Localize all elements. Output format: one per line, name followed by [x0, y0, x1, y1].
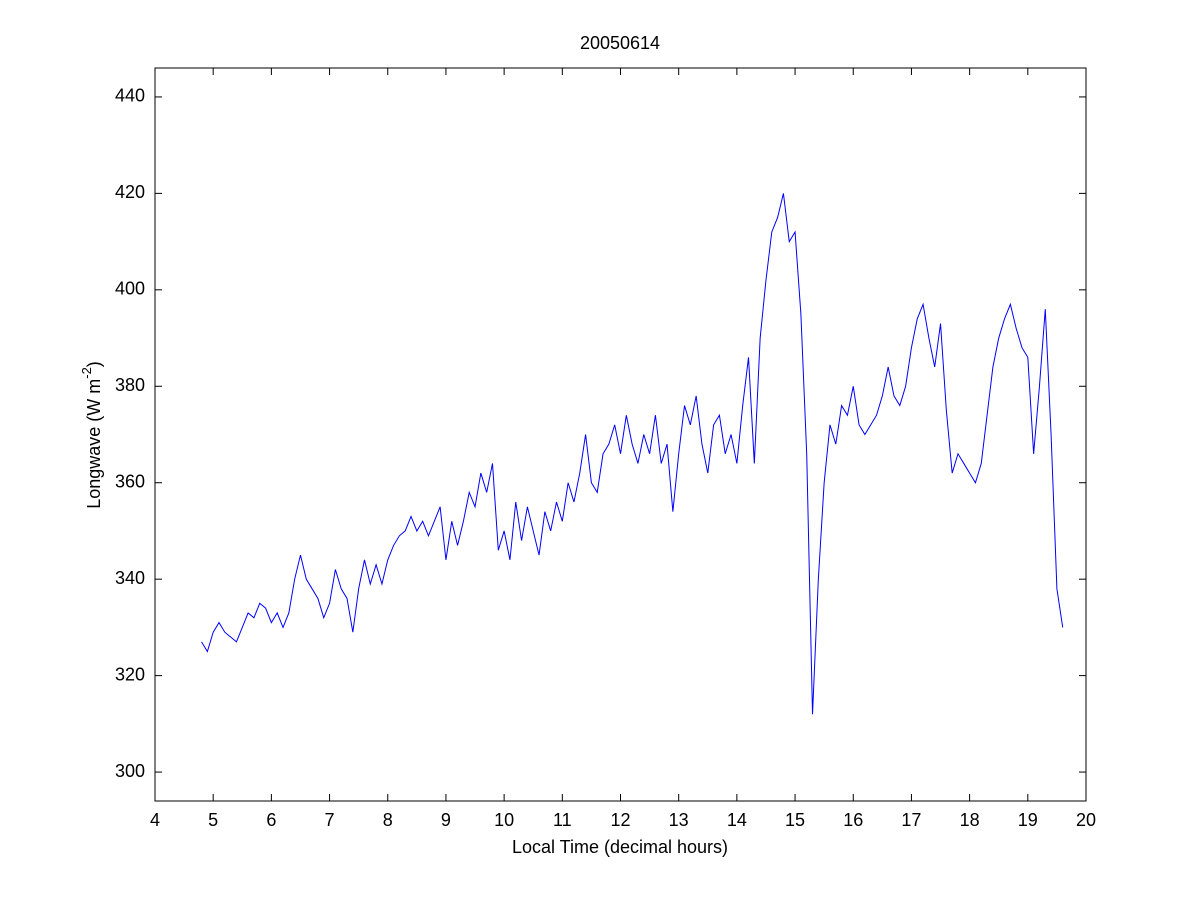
y-tick-label: 400: [115, 279, 145, 299]
y-axis-label-sup: -2: [79, 367, 94, 379]
x-axis-label: Local Time (decimal hours): [512, 837, 728, 857]
x-tick-label: 18: [960, 810, 980, 830]
y-axis-label-end: ): [84, 361, 104, 367]
data-line: [201, 193, 1064, 715]
x-tick-label: 12: [610, 810, 630, 830]
y-tick-label: 300: [115, 761, 145, 781]
x-tick-label: 17: [901, 810, 921, 830]
x-tick-label: 20: [1076, 810, 1096, 830]
chart-title: 20050614: [580, 33, 660, 53]
x-tick-label: 5: [208, 810, 218, 830]
y-axis-label-text: Longwave (W m: [84, 379, 104, 509]
x-tick-label: 4: [150, 810, 160, 830]
y-axis-label: Longwave (W m-2): [79, 361, 103, 509]
y-tick-label: 440: [115, 86, 145, 106]
x-tick-label: 11: [553, 810, 572, 830]
x-tick-label: 14: [727, 810, 747, 830]
x-tick-label: 10: [494, 810, 514, 830]
x-tick-label: 8: [383, 810, 393, 830]
y-tick-label: 340: [115, 568, 145, 588]
y-tick-label: 360: [115, 471, 145, 491]
x-tick-label: 7: [325, 810, 335, 830]
y-tick-label: 380: [115, 375, 145, 395]
x-tick-label: 19: [1018, 810, 1038, 830]
y-tick-label: 320: [115, 664, 145, 684]
x-tick-label: 9: [441, 810, 451, 830]
y-tick-label: 420: [115, 182, 145, 202]
x-tick-label: 15: [785, 810, 805, 830]
x-tick-label: 13: [669, 810, 689, 830]
x-tick-label: 6: [266, 810, 276, 830]
x-tick-label: 16: [843, 810, 863, 830]
plot-area: [154, 67, 1087, 802]
